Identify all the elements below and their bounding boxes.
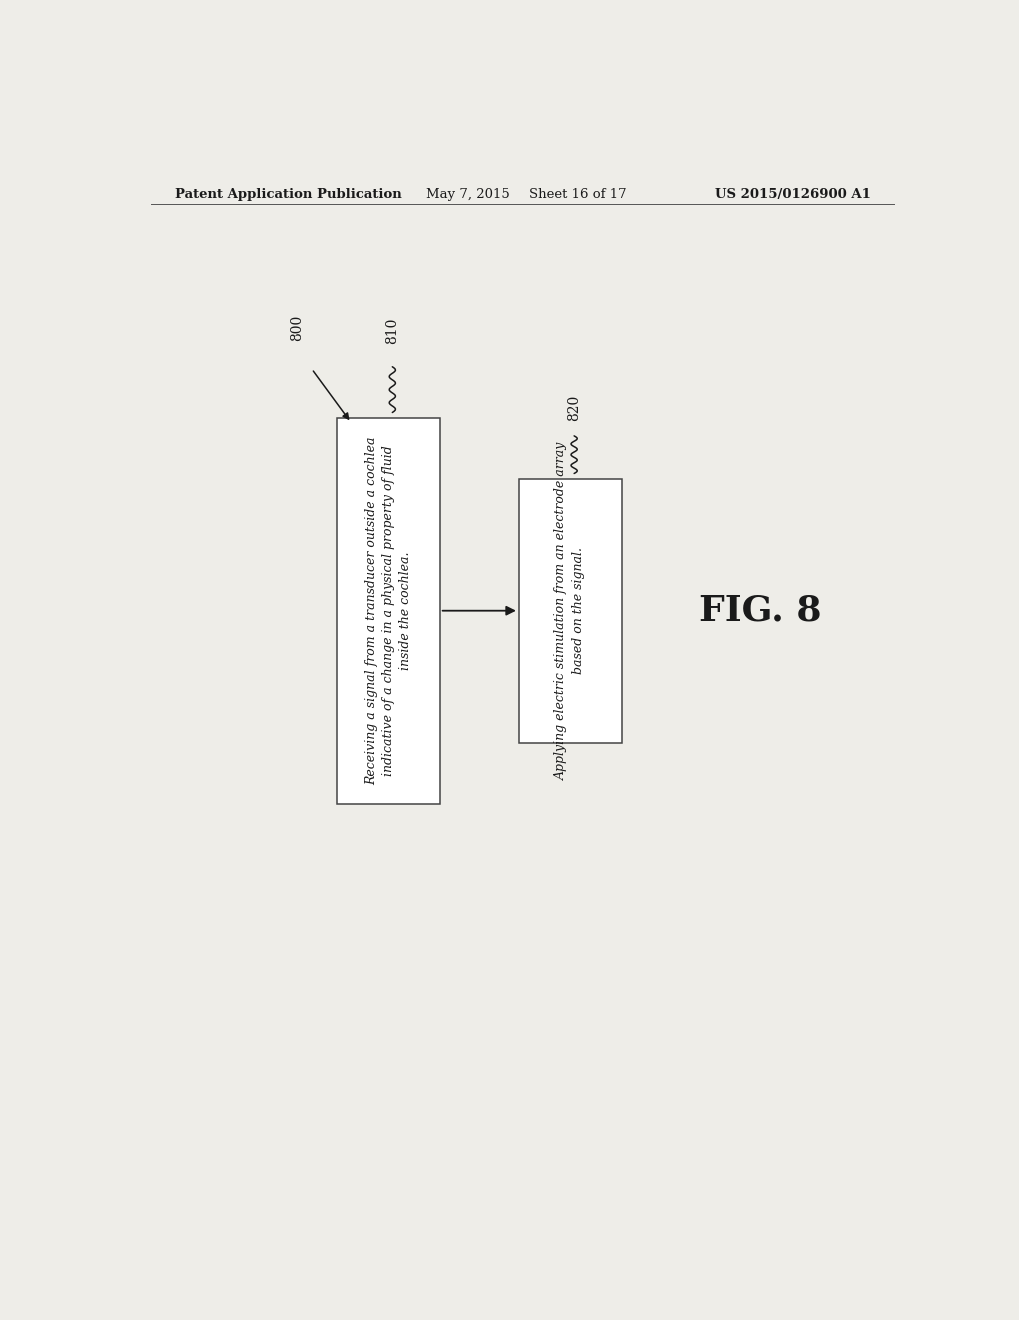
Text: Patent Application Publication: Patent Application Publication — [175, 189, 401, 202]
Text: FIG. 8: FIG. 8 — [698, 594, 820, 628]
Text: US 2015/0126900 A1: US 2015/0126900 A1 — [714, 189, 870, 202]
Text: May 7, 2015: May 7, 2015 — [425, 189, 508, 202]
Text: Receiving a signal from a transducer outside a cochlea
indicative of a change in: Receiving a signal from a transducer out… — [365, 437, 412, 785]
Text: 810: 810 — [385, 318, 398, 345]
Text: Applying electric stimulation from an electrode array
based on the signal.: Applying electric stimulation from an el… — [554, 441, 585, 780]
Text: 820: 820 — [567, 395, 581, 421]
Text: Sheet 16 of 17: Sheet 16 of 17 — [529, 189, 627, 202]
Bar — [336, 417, 439, 804]
Bar — [519, 479, 621, 743]
Text: 800: 800 — [290, 315, 304, 342]
